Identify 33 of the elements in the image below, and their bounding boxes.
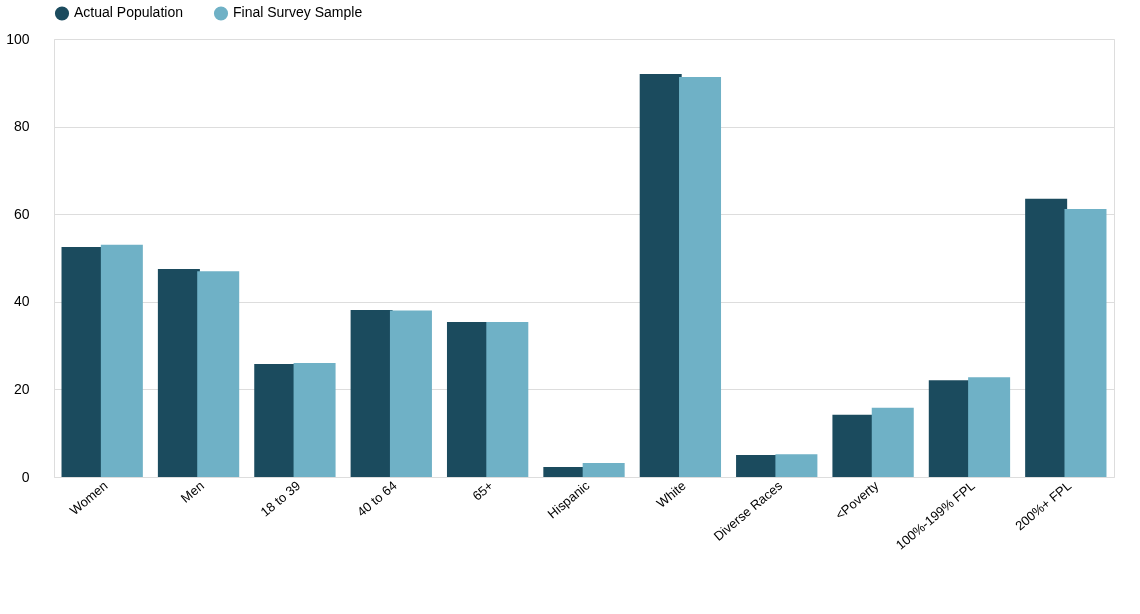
bar: [775, 454, 818, 477]
y-tick-label: 0: [21, 468, 30, 485]
bar: [350, 310, 393, 477]
bar: [582, 462, 625, 477]
bar: [871, 407, 914, 477]
bar: [197, 271, 240, 477]
bar: [254, 364, 297, 477]
bar: [486, 321, 529, 477]
y-tick-label: 40: [13, 293, 30, 310]
bar: [679, 77, 722, 477]
x-tick-label: 18 to 39: [257, 477, 304, 520]
bar: [1025, 198, 1068, 477]
bar: [1064, 208, 1107, 477]
bar: [61, 247, 104, 477]
bar: [100, 244, 143, 477]
x-tick-label: 65+: [469, 477, 496, 504]
y-tick-label: 80: [13, 118, 30, 135]
bar: [928, 380, 971, 477]
bar: [543, 466, 586, 477]
legend-label: Actual Population: [74, 4, 183, 21]
y-tick-label: 60: [13, 205, 30, 222]
bar: [389, 310, 432, 477]
x-tick-label: 40 to 64: [353, 477, 400, 520]
legend-label: Final Survey Sample: [233, 4, 363, 21]
bar: [157, 268, 200, 477]
x-tick-label: Men: [177, 477, 207, 506]
y-tick-label: 100: [6, 30, 30, 47]
bar: [446, 321, 489, 477]
bar: [293, 363, 336, 477]
bar: [832, 414, 875, 477]
y-tick-label: 20: [13, 380, 30, 397]
bar: [968, 377, 1011, 477]
bar: [639, 74, 682, 477]
